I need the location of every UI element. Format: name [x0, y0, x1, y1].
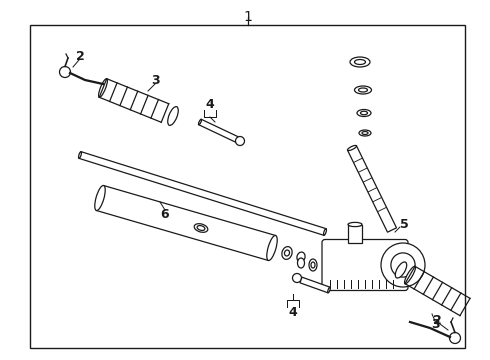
- Text: 4: 4: [206, 99, 215, 112]
- Circle shape: [59, 67, 71, 77]
- Polygon shape: [347, 146, 396, 232]
- Ellipse shape: [285, 250, 290, 256]
- Ellipse shape: [328, 287, 330, 293]
- Text: 2: 2: [75, 49, 84, 63]
- Ellipse shape: [197, 226, 205, 230]
- Ellipse shape: [357, 109, 371, 117]
- Circle shape: [293, 274, 301, 283]
- Ellipse shape: [354, 86, 371, 94]
- Ellipse shape: [362, 131, 368, 135]
- Ellipse shape: [267, 235, 277, 261]
- Ellipse shape: [354, 59, 366, 64]
- Ellipse shape: [168, 107, 178, 125]
- Text: 4: 4: [289, 306, 297, 319]
- Ellipse shape: [361, 111, 368, 115]
- Ellipse shape: [311, 262, 315, 268]
- Circle shape: [381, 243, 425, 287]
- Text: 3: 3: [431, 319, 440, 332]
- Ellipse shape: [309, 259, 317, 271]
- Ellipse shape: [323, 229, 326, 235]
- Text: 5: 5: [400, 219, 408, 231]
- FancyBboxPatch shape: [322, 239, 408, 291]
- Polygon shape: [348, 225, 362, 243]
- Circle shape: [391, 253, 415, 277]
- Ellipse shape: [359, 130, 371, 136]
- Bar: [30, 25, 465, 348]
- Polygon shape: [79, 152, 326, 235]
- Circle shape: [236, 136, 245, 145]
- Ellipse shape: [348, 222, 362, 226]
- Text: 3: 3: [151, 73, 159, 86]
- Ellipse shape: [359, 88, 368, 92]
- Ellipse shape: [350, 57, 370, 67]
- Text: 1: 1: [244, 10, 252, 24]
- Ellipse shape: [198, 119, 201, 125]
- Ellipse shape: [297, 258, 304, 268]
- Text: 2: 2: [433, 314, 441, 327]
- Ellipse shape: [347, 145, 357, 150]
- Ellipse shape: [194, 224, 208, 232]
- Ellipse shape: [405, 266, 416, 284]
- Polygon shape: [97, 185, 276, 261]
- Circle shape: [449, 333, 461, 343]
- Text: 6: 6: [161, 208, 170, 221]
- Ellipse shape: [395, 262, 407, 278]
- Ellipse shape: [98, 79, 107, 97]
- Ellipse shape: [78, 152, 81, 158]
- Polygon shape: [199, 119, 239, 143]
- Ellipse shape: [95, 185, 105, 211]
- Polygon shape: [300, 277, 330, 293]
- Ellipse shape: [282, 247, 292, 260]
- Ellipse shape: [297, 252, 305, 262]
